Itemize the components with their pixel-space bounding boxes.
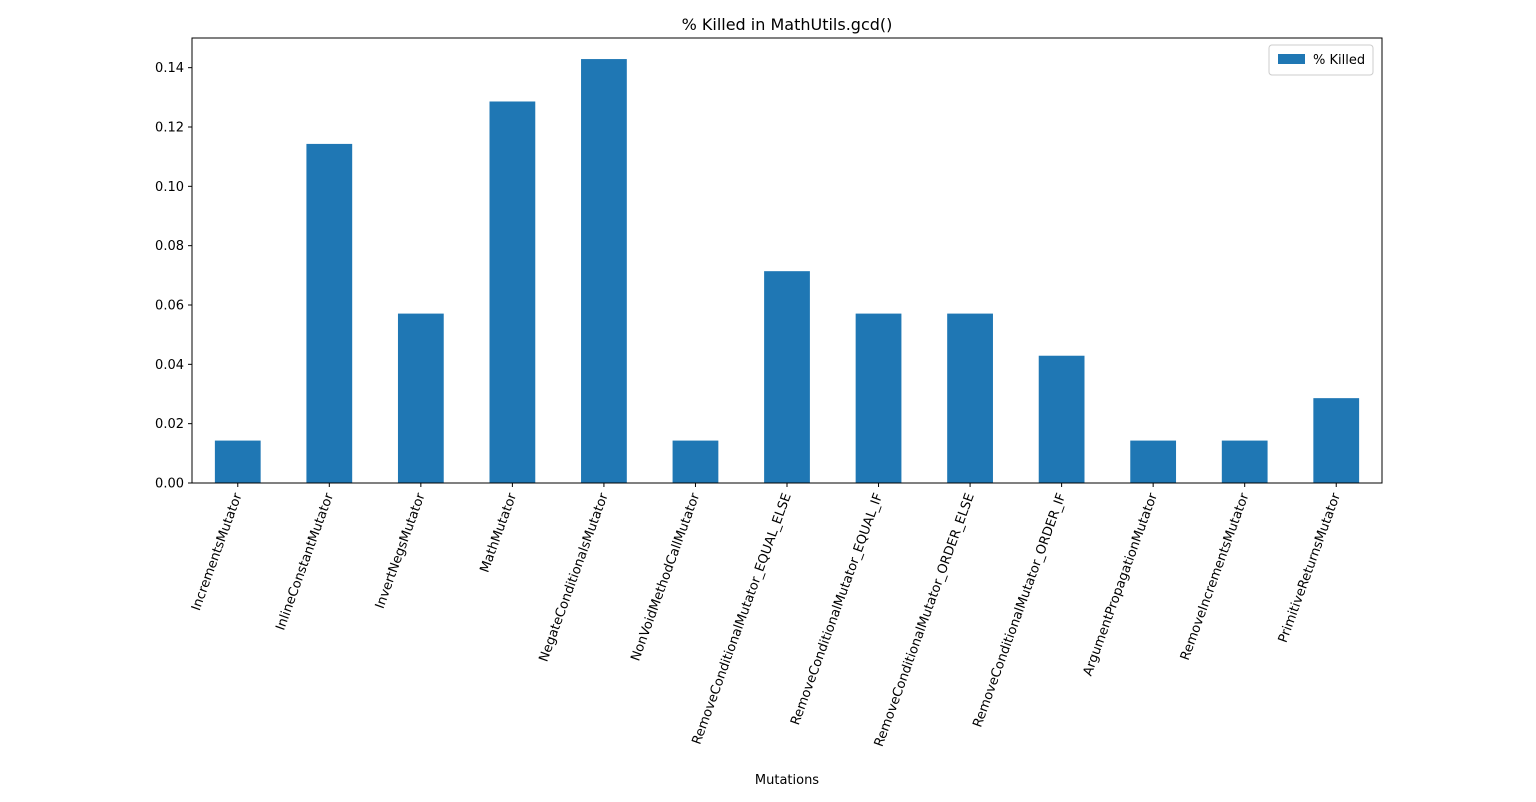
bar — [947, 313, 993, 483]
bar — [214, 440, 261, 483]
bar — [1038, 355, 1085, 483]
y-tick-label: 0.14 — [155, 61, 184, 76]
y-tick-label: 0.10 — [155, 180, 184, 195]
y-tick-label: 0.06 — [155, 299, 184, 314]
bar — [581, 59, 627, 484]
y-tick-label: 0.02 — [155, 417, 184, 432]
bar — [397, 313, 444, 483]
y-tick-label: 0.00 — [155, 477, 184, 492]
y-tick-label: 0.04 — [155, 358, 184, 373]
bar — [764, 271, 810, 483]
chart-title: % Killed in MathUtils.gcd() — [682, 15, 893, 34]
y-tick-label: 0.12 — [155, 121, 184, 136]
bar — [672, 440, 719, 483]
bar — [1313, 398, 1360, 483]
bar — [1130, 440, 1177, 483]
bar — [855, 313, 902, 483]
bar — [306, 143, 353, 483]
plot-frame — [191, 37, 1383, 484]
legend-box — [1268, 44, 1374, 76]
bar — [1221, 440, 1268, 483]
legend-label: % Killed — [1313, 53, 1365, 68]
y-tick-label: 0.08 — [155, 239, 184, 254]
legend-swatch — [1278, 54, 1305, 64]
x-axis-title: Mutations — [755, 773, 819, 788]
bar — [489, 101, 536, 484]
